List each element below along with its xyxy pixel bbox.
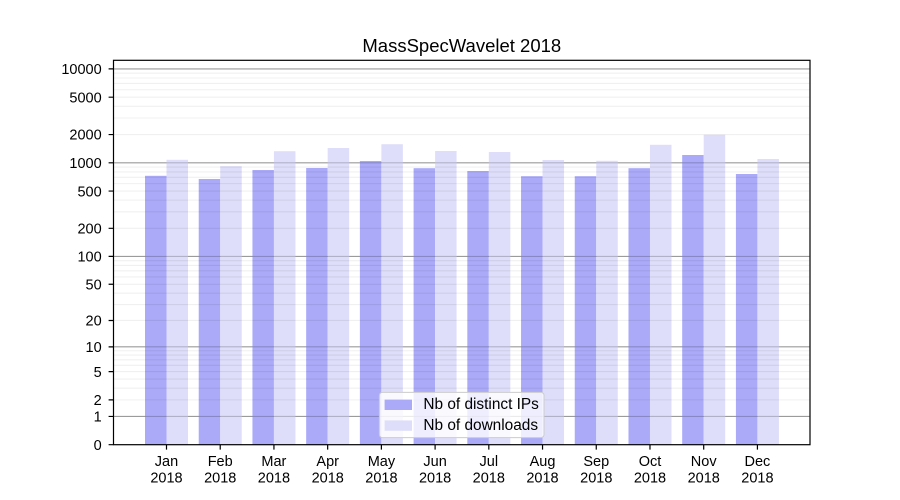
svg-text:2018: 2018 xyxy=(150,471,182,487)
svg-text:100: 100 xyxy=(77,250,101,266)
svg-text:2018: 2018 xyxy=(526,471,558,487)
svg-text:1000: 1000 xyxy=(69,156,101,172)
svg-text:1: 1 xyxy=(94,410,102,426)
svg-text:Nov: Nov xyxy=(691,454,718,470)
svg-text:Oct: Oct xyxy=(639,454,662,470)
svg-text:0: 0 xyxy=(94,438,102,454)
svg-text:2018: 2018 xyxy=(204,471,236,487)
svg-text:2018: 2018 xyxy=(419,471,451,487)
svg-text:MassSpecWavelet 2018: MassSpecWavelet 2018 xyxy=(362,35,561,56)
svg-text:Dec: Dec xyxy=(745,454,771,470)
svg-text:Aug: Aug xyxy=(530,454,556,470)
svg-text:Feb: Feb xyxy=(208,454,233,470)
svg-text:2018: 2018 xyxy=(258,471,290,487)
svg-text:2018: 2018 xyxy=(741,471,773,487)
svg-text:Mar: Mar xyxy=(261,454,286,470)
svg-text:Jan: Jan xyxy=(155,454,178,470)
svg-text:2018: 2018 xyxy=(634,471,666,487)
svg-text:10000: 10000 xyxy=(61,62,101,78)
svg-text:500: 500 xyxy=(77,184,101,200)
svg-text:2000: 2000 xyxy=(69,128,101,144)
svg-text:5: 5 xyxy=(94,365,102,381)
svg-text:200: 200 xyxy=(77,222,101,238)
svg-text:20: 20 xyxy=(86,314,102,330)
svg-text:10: 10 xyxy=(86,340,102,356)
svg-text:2: 2 xyxy=(94,393,102,409)
svg-text:Nb of downloads: Nb of downloads xyxy=(423,417,538,434)
svg-text:Nb of distinct IPs: Nb of distinct IPs xyxy=(423,396,539,413)
svg-text:Jun: Jun xyxy=(423,454,446,470)
svg-text:5000: 5000 xyxy=(69,90,101,106)
svg-text:2018: 2018 xyxy=(580,471,612,487)
svg-text:Sep: Sep xyxy=(583,454,609,470)
svg-text:Jul: Jul xyxy=(480,454,499,470)
svg-text:Apr: Apr xyxy=(316,454,339,470)
svg-text:50: 50 xyxy=(86,278,102,294)
svg-text:2018: 2018 xyxy=(312,471,344,487)
svg-text:2018: 2018 xyxy=(688,471,720,487)
svg-text:2018: 2018 xyxy=(365,471,397,487)
svg-text:May: May xyxy=(368,454,396,470)
svg-text:2018: 2018 xyxy=(473,471,505,487)
